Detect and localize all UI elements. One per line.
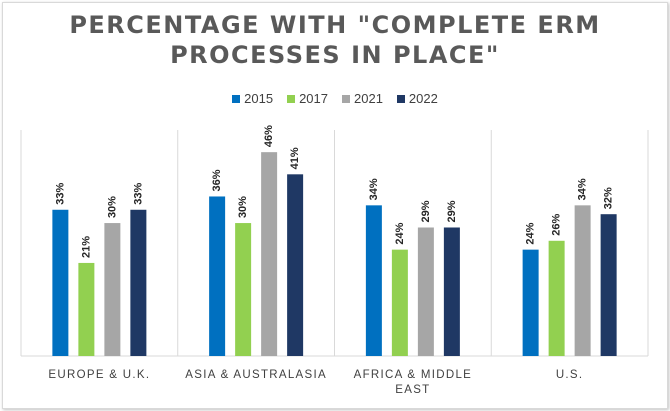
bar-2022-cat-3: [600, 214, 617, 356]
value-label-2022-cat-1: 41%: [289, 147, 301, 169]
value-labels-group: 33% 21% 30% 33% 36% 30% 46% 41% 34% 24% 29% 29% 24% 2…: [54, 125, 614, 258]
bar-2022-cat-1: [287, 174, 304, 356]
legend-swatch-2021: [342, 94, 350, 103]
bar-2017-cat-0: [78, 262, 95, 356]
value-label-2022-cat-0: 33%: [132, 183, 144, 205]
legend-item-2015: 2015: [232, 91, 273, 106]
legend-item-2021: 2021: [342, 91, 383, 106]
value-label-2015-cat-3: 24%: [525, 222, 537, 244]
value-label-2015-cat-0: 33%: [54, 183, 66, 205]
value-label-2022-cat-2: 29%: [446, 200, 458, 222]
value-label-2015-cat-2: 34%: [368, 178, 380, 200]
bar-2021-cat-3: [574, 205, 591, 356]
bar-2015-cat-3: [522, 249, 539, 356]
bar-2021-cat-2: [417, 227, 434, 356]
category-label-2-line-1: EAST: [395, 384, 430, 396]
bar-2017-cat-1: [235, 223, 252, 356]
value-label-2017-cat-2: 24%: [394, 222, 406, 244]
bar-2017-cat-3: [548, 240, 565, 356]
category-labels-group: EUROPE & U.K. ASIA & AUSTRALASIA AFRICA & …: [48, 369, 584, 396]
bar-2017-cat-2: [391, 249, 408, 356]
legend-swatch-2017: [287, 94, 296, 103]
value-label-2021-cat-3: 34%: [577, 178, 589, 200]
chart-legend: 2015 2017 2021 2022: [0, 91, 670, 106]
value-label-2022-cat-3: 32%: [603, 187, 615, 209]
legend-label-2022: 2022: [408, 91, 438, 106]
chart-title: PERCENTAGE WITH "COMPLETE ERM PROCESSES …: [0, 10, 670, 70]
category-label-3-line-0: U.S.: [556, 369, 584, 381]
bar-2021-cat-0: [104, 223, 121, 356]
value-label-2017-cat-3: 26%: [551, 214, 563, 236]
bar-2015-cat-0: [52, 209, 69, 356]
bar-2015-cat-1: [209, 196, 226, 356]
bar-2022-cat-0: [130, 209, 147, 356]
legend-label-2015: 2015: [244, 91, 274, 106]
value-label-2021-cat-1: 46%: [263, 125, 275, 147]
legend-label-2017: 2017: [299, 91, 328, 106]
chart-title-line-1: PERCENTAGE WITH "COMPLETE ERM: [69, 11, 601, 39]
legend-swatch-2015: [232, 94, 241, 103]
value-label-2017-cat-0: 21%: [80, 236, 92, 258]
value-label-2017-cat-1: 30%: [237, 196, 249, 218]
bar-2015-cat-2: [365, 205, 382, 356]
category-label-2-line-0: AFRICA & MIDDLE: [354, 369, 473, 381]
legend-swatch-2022: [396, 94, 405, 103]
value-label-2015-cat-1: 36%: [211, 169, 223, 191]
legend-item-2017: 2017: [287, 91, 328, 106]
legend-item-2022: 2022: [396, 91, 438, 106]
chart-title-line-2: PROCESSES IN PLACE": [170, 41, 500, 69]
category-label-0-line-0: EUROPE & U.K.: [48, 369, 150, 381]
value-label-2021-cat-2: 29%: [420, 200, 432, 222]
category-label-1-line-0: ASIA & AUSTRALASIA: [185, 369, 327, 381]
bar-2021-cat-1: [261, 152, 278, 356]
value-label-2021-cat-0: 30%: [106, 196, 118, 218]
bars-group: [52, 152, 617, 356]
legend-label-2021: 2021: [354, 91, 383, 106]
category-dividers: [20, 130, 649, 357]
bar-2022-cat-2: [443, 227, 460, 356]
